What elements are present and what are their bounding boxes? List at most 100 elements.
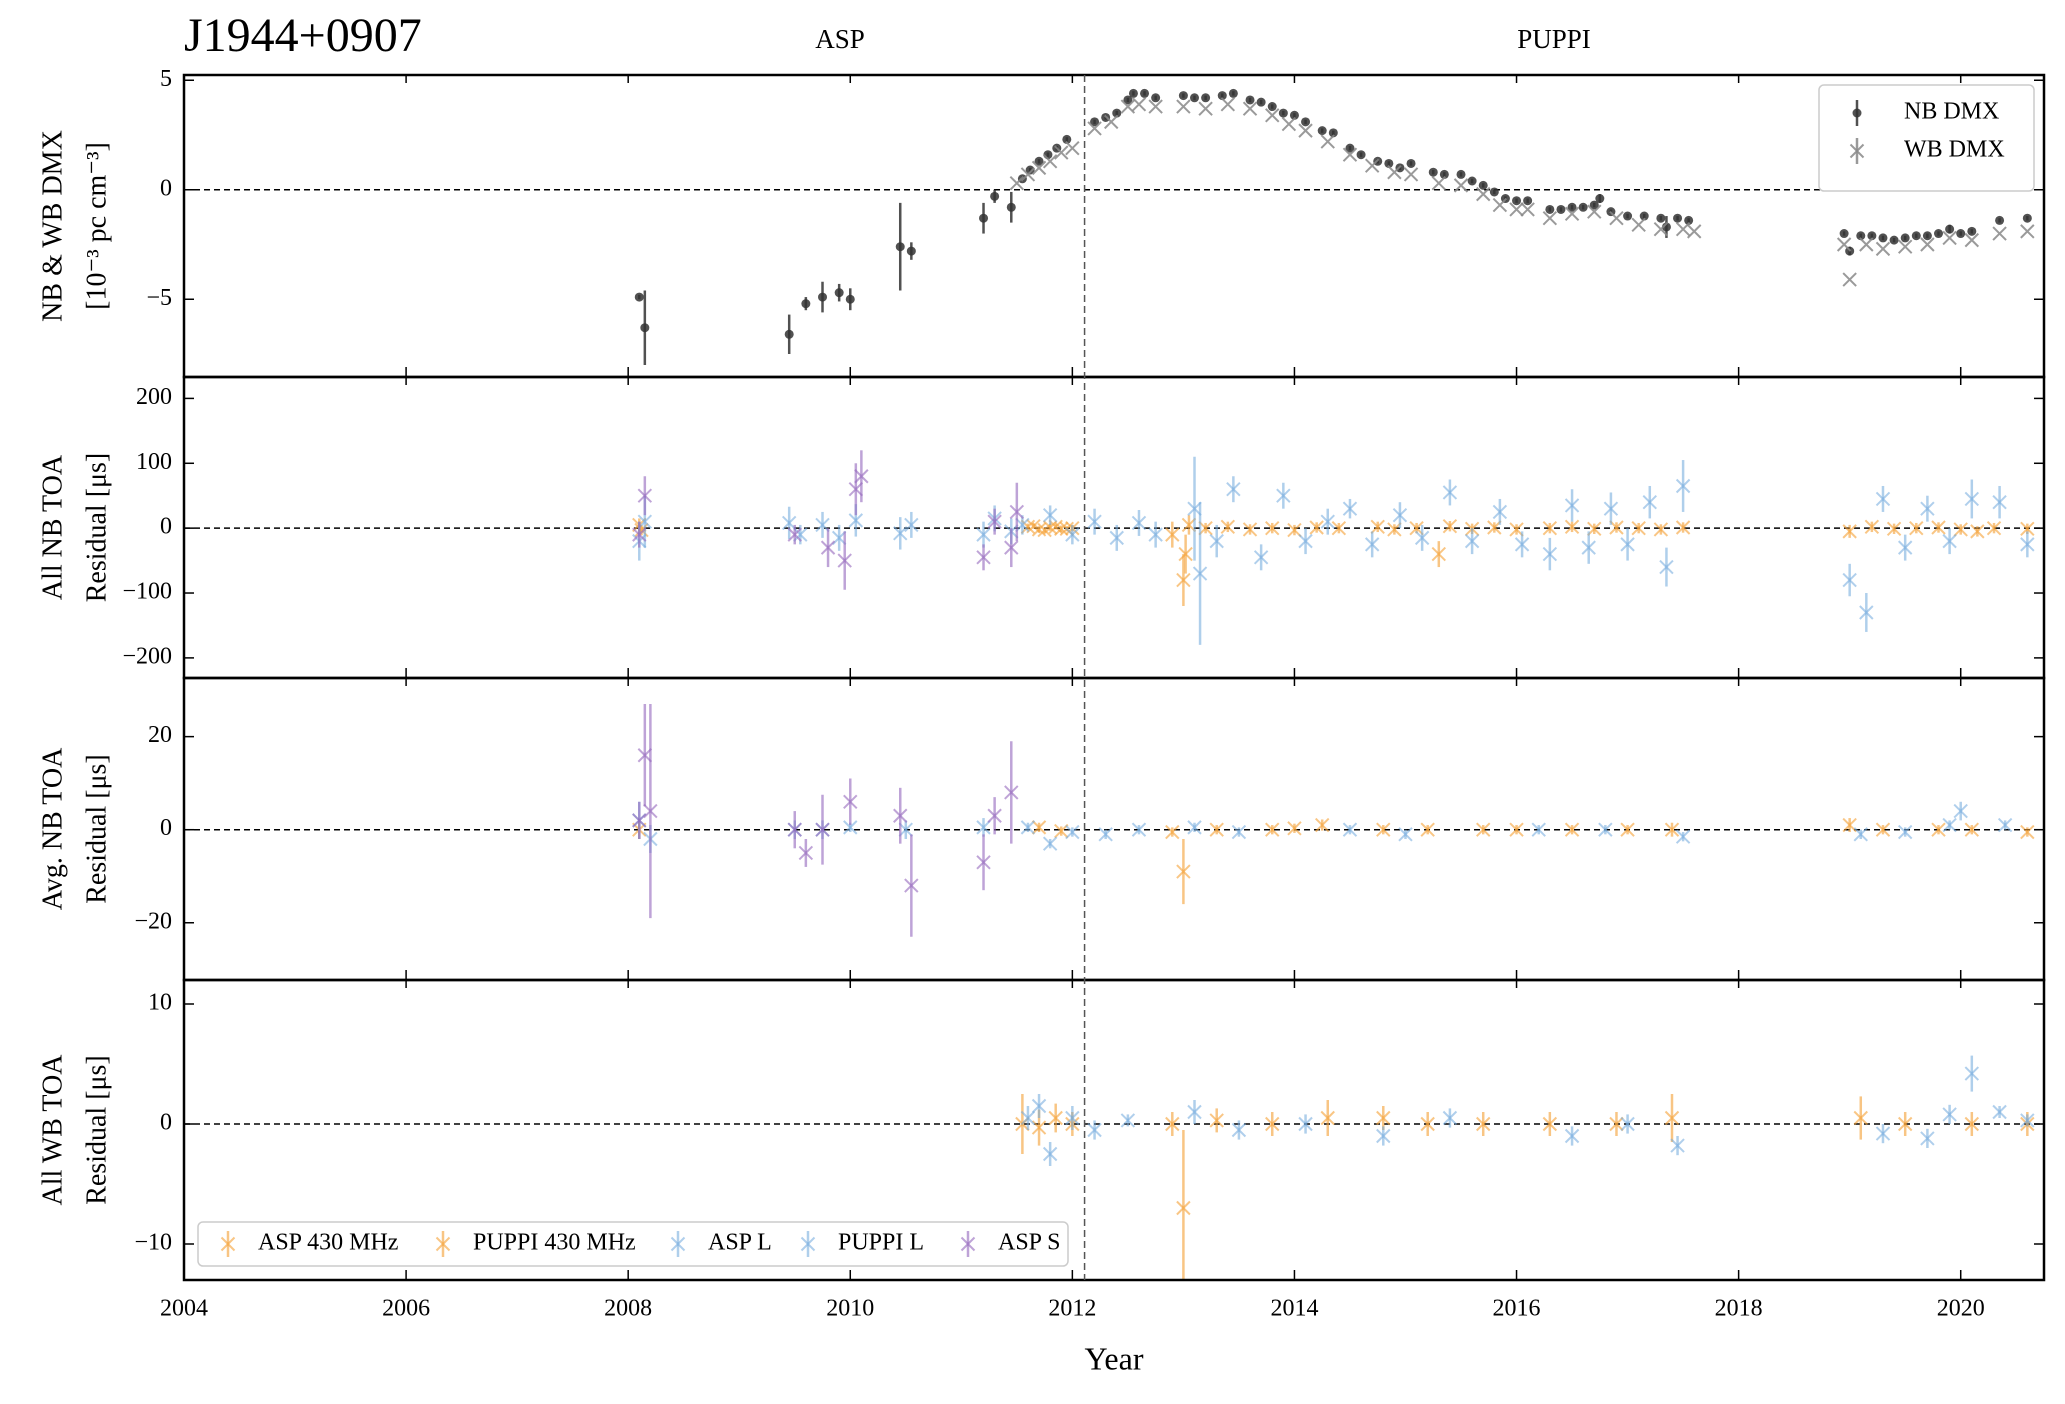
plot-area	[1015, 1055, 2035, 1280]
marker	[1231, 1122, 1247, 1138]
marker	[1442, 485, 1458, 500]
marker	[1964, 1066, 1980, 1081]
y-tick-label: 10	[148, 990, 172, 1016]
marker	[1556, 204, 1566, 214]
legend-box	[1818, 84, 2035, 192]
marker	[1278, 108, 1288, 118]
marker	[1631, 520, 1646, 536]
marker	[837, 553, 852, 568]
marker	[976, 550, 991, 565]
marker	[787, 527, 802, 542]
marker	[1478, 180, 1488, 190]
marker	[1856, 231, 1866, 241]
marker	[834, 288, 844, 298]
marker	[1220, 519, 1236, 535]
marker	[1309, 520, 1324, 535]
marker	[435, 1236, 451, 1252]
marker	[1198, 101, 1213, 116]
marker	[904, 517, 919, 533]
marker	[893, 526, 908, 541]
marker	[1839, 229, 1849, 239]
marker	[1581, 540, 1596, 555]
marker	[1509, 202, 1524, 217]
marker	[1889, 235, 1899, 245]
marker	[1567, 202, 1577, 212]
marker	[1853, 1110, 1868, 1126]
y-axis-label: Residual [μs]	[81, 754, 112, 904]
marker	[1931, 520, 1946, 535]
marker	[976, 527, 991, 542]
marker	[1842, 817, 1857, 833]
y-tick-label: 20	[148, 722, 172, 748]
marker	[1176, 572, 1191, 588]
marker	[1920, 237, 1935, 252]
marker	[1992, 226, 2007, 241]
y-tick-label: 0	[160, 175, 172, 201]
y-tick-label: −10	[134, 1230, 172, 1256]
marker	[1120, 99, 1136, 114]
marker	[1656, 213, 1666, 223]
marker	[1673, 213, 1683, 223]
marker	[820, 540, 836, 555]
legend-box	[197, 1221, 1069, 1267]
marker	[1148, 527, 1163, 542]
marker	[1956, 229, 1966, 239]
y-axis-label: Avg. NB TOA	[37, 747, 68, 910]
marker	[906, 246, 916, 256]
marker	[1342, 501, 1358, 516]
marker	[1009, 175, 1025, 191]
marker	[1376, 822, 1391, 837]
marker	[1467, 176, 1477, 186]
x-tick-label: 2012	[1048, 1296, 1096, 1322]
marker	[1997, 817, 2013, 833]
marker	[1131, 97, 1147, 112]
marker	[1226, 482, 1241, 497]
marker	[1642, 494, 1657, 510]
marker	[1281, 116, 1297, 132]
marker	[1670, 1138, 1685, 1153]
marker	[643, 803, 658, 819]
marker	[1054, 823, 1069, 839]
legend-label: PUPPI 430 MHz	[473, 1230, 636, 1256]
marker	[1265, 108, 1280, 123]
marker	[845, 294, 855, 304]
marker	[1228, 88, 1238, 98]
marker	[1176, 99, 1191, 114]
annotation: PUPPI	[1517, 24, 1591, 54]
marker	[1653, 522, 1669, 537]
marker	[1020, 167, 1036, 182]
marker	[1995, 215, 2005, 225]
marker	[1187, 820, 1202, 835]
marker	[1165, 824, 1180, 840]
y-axis-label: All WB TOA	[37, 1054, 68, 1206]
marker	[1376, 1110, 1391, 1126]
legend-label: PUPPI L	[838, 1230, 924, 1256]
marker	[1675, 829, 1691, 844]
marker	[1042, 1146, 1058, 1162]
marker	[1867, 231, 1877, 241]
marker	[818, 292, 828, 302]
marker	[1176, 864, 1191, 879]
marker	[784, 329, 794, 339]
marker	[1431, 546, 1447, 562]
marker	[1328, 128, 1338, 138]
marker	[1178, 546, 1193, 562]
marker	[1509, 822, 1524, 837]
marker	[1875, 822, 1891, 837]
marker	[1176, 1200, 1191, 1216]
marker	[1165, 1116, 1180, 1132]
marker	[1006, 202, 1016, 212]
marker	[634, 292, 644, 302]
marker	[854, 469, 869, 484]
marker	[1276, 488, 1291, 503]
marker	[1431, 175, 1447, 191]
marker	[1253, 550, 1269, 565]
marker	[1456, 169, 1466, 179]
marker	[1289, 110, 1299, 120]
marker	[632, 813, 647, 828]
legend-label: WB DMX	[1904, 137, 2005, 163]
y-axis-label: NB & WB DMX	[37, 130, 68, 322]
marker	[1578, 202, 1588, 212]
marker	[1384, 158, 1394, 168]
plot-area	[632, 704, 2035, 937]
